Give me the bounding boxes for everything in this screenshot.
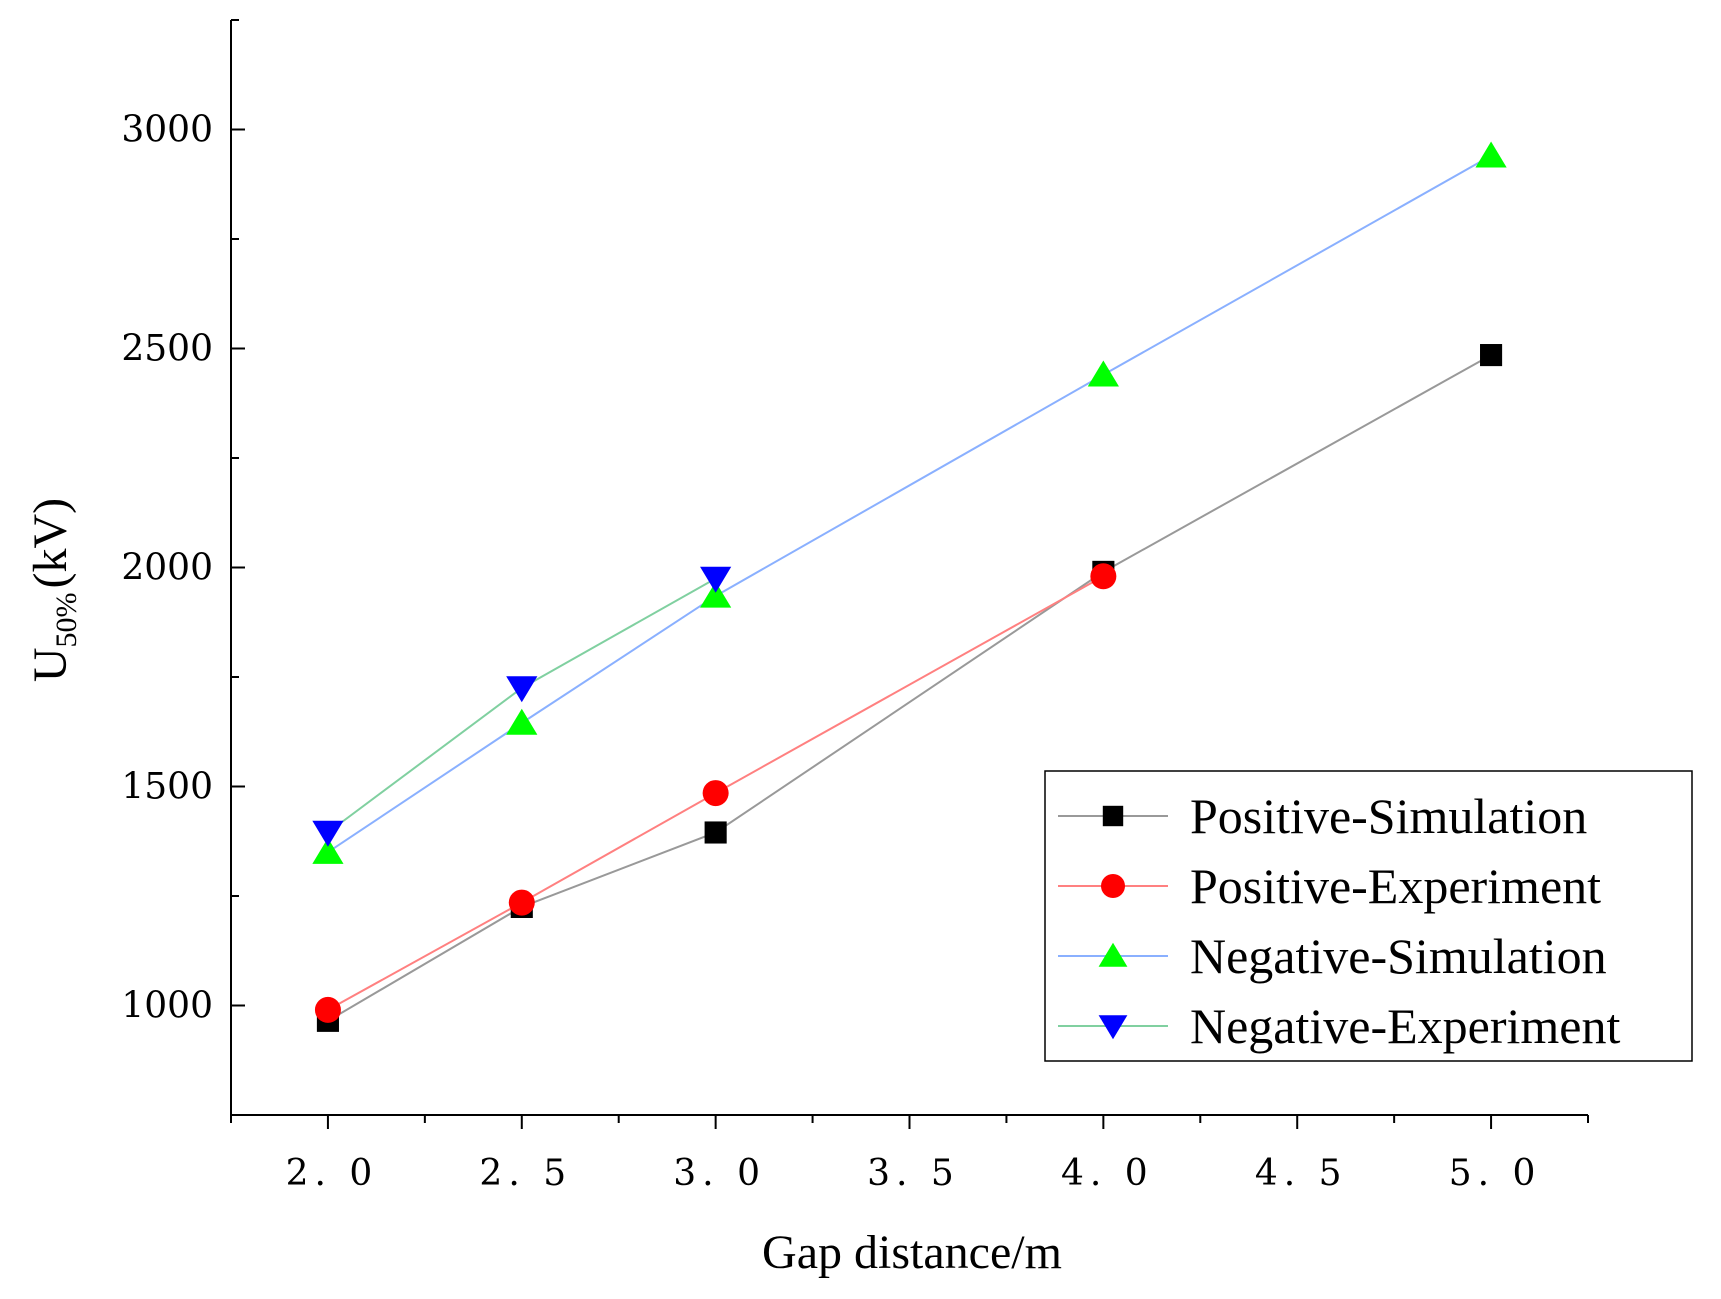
x-tick-label: 5. 0 (1449, 1153, 1542, 1194)
x-tick-label: 4. 5 (1255, 1153, 1348, 1194)
data-point-negative-experiment (506, 676, 538, 703)
data-point-positive-experiment (702, 780, 729, 807)
legend-marker (1101, 874, 1125, 898)
legend-marker (1098, 1015, 1128, 1040)
legend-label: Negative-Experiment (1190, 998, 1620, 1054)
y-axis-title-subscript: 50% (50, 592, 83, 647)
x-tick-label: 2. 5 (479, 1153, 572, 1194)
data-point-negative-simulation (312, 837, 344, 864)
y-tick-label: 1500 (121, 767, 213, 808)
data-point-positive-experiment (314, 996, 341, 1023)
data-point-negative-simulation (1087, 360, 1119, 387)
series-line-positive-experiment (327, 575, 1104, 1011)
data-point-positive-simulation (704, 821, 727, 844)
x-tick-label: 2. 0 (286, 1153, 379, 1194)
data-point-positive-simulation (1480, 344, 1503, 367)
legend-marker (1102, 805, 1124, 827)
y-tick-label: 2000 (121, 548, 213, 589)
data-point-negative-simulation (506, 708, 538, 735)
data-point-negative-experiment (700, 566, 732, 593)
data-point-positive-experiment (508, 889, 535, 916)
series-markers (312, 141, 1507, 1032)
data-point-negative-simulation (1475, 141, 1507, 168)
legend-label: Positive-Experiment (1190, 858, 1601, 914)
data-point-negative-simulation (700, 581, 732, 608)
y-tick-label: 2500 (121, 329, 213, 370)
x-axis-title: Gap distance/m (762, 1226, 1062, 1279)
series-line-negative-simulation (327, 154, 1492, 854)
y-tick-label: 3000 (121, 110, 213, 151)
x-tick-label: 4. 0 (1061, 1153, 1154, 1194)
legend: Positive-Simulation Positive-Experiment Ne… (1044, 770, 1693, 1062)
legend-label: Positive-Simulation (1190, 788, 1587, 844)
data-point-negative-experiment (312, 820, 344, 847)
svg-text:U50%(kV): U50%(kV) (24, 498, 83, 682)
legend-label: Negative-Simulation (1190, 928, 1607, 984)
y-axis-title: U50%(kV) (24, 498, 83, 682)
legend-box (1044, 770, 1693, 1062)
legend-marker (1098, 942, 1128, 967)
data-point-positive-experiment (1090, 563, 1117, 590)
series-line-negative-experiment (327, 577, 717, 834)
y-tick-label: 1000 (121, 986, 213, 1027)
x-tick-label: 3. 0 (673, 1153, 766, 1194)
x-tick-label: 3. 5 (867, 1153, 960, 1194)
axes: 1000 1500 2000 2500 3000 2. 0 2. 5 3. 0 3. 5 4. 0… (121, 19, 1589, 1194)
y-axis-title-main: U (24, 647, 77, 682)
y-axis-title-unit: (kV) (24, 498, 77, 589)
